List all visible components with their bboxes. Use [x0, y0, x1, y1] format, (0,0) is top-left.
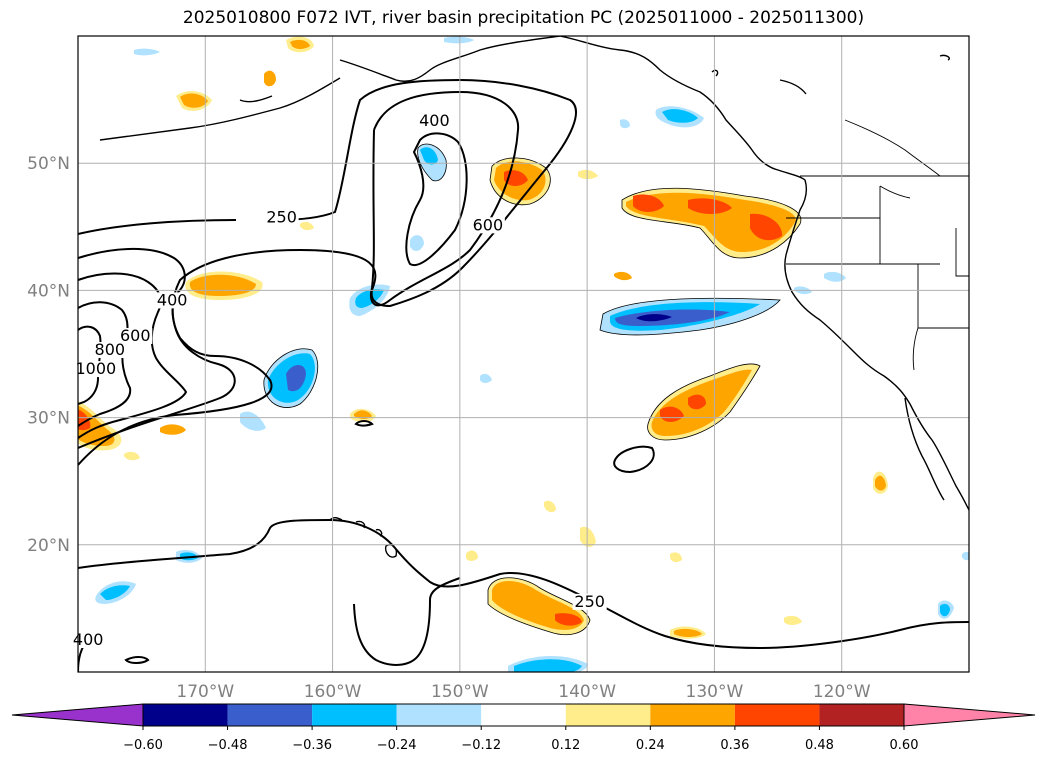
lat-tick-label: 50°N — [27, 154, 70, 174]
lon-tick-label: 140°W — [558, 682, 616, 702]
colorbar-tick-label: −0.60 — [123, 738, 163, 753]
colorbar-segment — [565, 704, 651, 726]
map-frame — [77, 35, 970, 673]
colorbar-segment — [819, 704, 904, 726]
latitude-tick-labels: 50°N 40°N 30°N 20°N — [27, 154, 70, 556]
coastlines — [99, 36, 969, 558]
precipitation-shading — [78, 36, 969, 672]
map-title: 2025010800 F072 IVT, river basin precipi… — [182, 8, 865, 28]
colorbar-tick-label: 0.24 — [636, 738, 665, 753]
colorbar-tick-label: 0.60 — [890, 738, 919, 753]
colorbar-segment — [227, 704, 313, 726]
contour-label-bg — [118, 328, 153, 345]
lon-tick-label: 130°W — [686, 682, 744, 702]
contour-label: 600 — [473, 215, 504, 234]
contour-label-bg — [264, 209, 299, 226]
contour-label: 800 — [95, 340, 126, 359]
colorbar-segment — [143, 704, 228, 726]
colorbar-segment — [650, 704, 735, 726]
shading-outlines — [263, 143, 802, 636]
colorbar-tick-label: −0.24 — [377, 738, 417, 753]
contour-label-bg — [470, 217, 505, 234]
contour-label-bg — [71, 632, 106, 649]
contour-label-bg — [73, 361, 118, 378]
colorbar-extend-low — [11, 703, 144, 727]
political-borders — [786, 119, 969, 371]
lon-tick-label: 170°W — [176, 682, 234, 702]
colorbar-tick-label: −0.48 — [208, 738, 248, 753]
colorbar-tick-label: 0.12 — [551, 738, 580, 753]
gridlines — [78, 36, 969, 672]
colorbar-tick-label: 0.36 — [720, 738, 749, 753]
contour-label-bg — [417, 113, 452, 130]
contour-label-bg — [155, 292, 190, 309]
lon-tick-label: 160°W — [304, 682, 362, 702]
colorbar-segment — [396, 704, 482, 726]
colorbar-tick-label: −0.12 — [461, 738, 501, 753]
contour-label: 400 — [157, 290, 188, 309]
colorbar-frame — [142, 703, 905, 727]
colorbar: −0.60 −0.48 −0.36 −0.24 −0.12 0.12 0.24 0.36 0.4… — [11, 703, 1036, 753]
lon-tick-label: 120°W — [813, 682, 871, 702]
map-plot-area — [78, 36, 969, 672]
contour-label-bg — [572, 593, 607, 610]
lon-tick-label: 150°W — [431, 682, 489, 702]
contour-label: 400 — [73, 630, 104, 649]
colorbar-tick-label: −0.36 — [292, 738, 332, 753]
colorbar-extend-high — [903, 703, 1036, 727]
contour-label: 400 — [419, 111, 450, 130]
colorbar-tick-label: 0.48 — [805, 738, 834, 753]
longitude-tick-labels: 170°W 160°W 150°W 140°W 130°W 120°W — [176, 682, 870, 702]
contour-label: 250 — [266, 208, 297, 227]
lat-tick-label: 20°N — [27, 536, 70, 556]
colorbar-segment — [734, 704, 820, 726]
lat-tick-label: 30°N — [27, 409, 70, 429]
contour-label: 600 — [120, 326, 151, 345]
contour-label-bg — [92, 342, 127, 358]
contour-label: 250 — [574, 592, 605, 611]
contour-label: 1000 — [75, 359, 116, 378]
colorbar-segment — [481, 704, 566, 726]
lat-tick-label: 40°N — [27, 281, 70, 301]
colorbar-segment — [312, 704, 397, 726]
